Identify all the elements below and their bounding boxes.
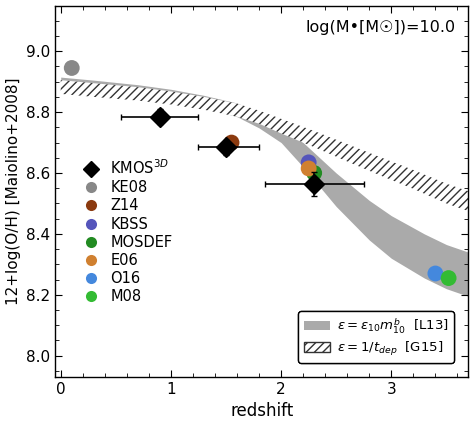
Point — [305, 159, 312, 166]
Legend: $\epsilon$$=$$\epsilon_{10}$$m_{10}^{b}$  [L13], $\epsilon$$=$$1/t_{dep}$  [G15]: $\epsilon$$=$$\epsilon_{10}$$m_{10}^{b}$… — [298, 311, 454, 363]
Point — [310, 170, 318, 176]
Y-axis label: 12+log(O/H) [Maiolino+2008]: 12+log(O/H) [Maiolino+2008] — [6, 78, 20, 305]
Point — [445, 275, 452, 282]
Point — [68, 65, 75, 72]
Point — [432, 270, 439, 277]
X-axis label: redshift: redshift — [230, 403, 293, 420]
Text: log(M•[M☉])=10.0: log(M•[M☉])=10.0 — [306, 20, 456, 35]
Point — [305, 165, 312, 172]
Point — [228, 139, 235, 146]
